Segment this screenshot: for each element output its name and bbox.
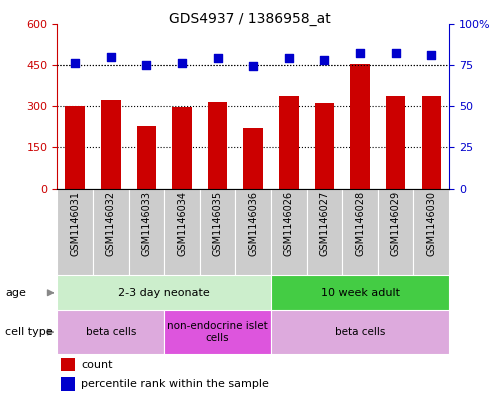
Text: GSM1146034: GSM1146034: [177, 191, 187, 256]
Bar: [129, 189, 164, 275]
Bar: [200, 189, 236, 275]
Bar: [271, 310, 449, 354]
Bar: [57, 275, 271, 310]
Text: GSM1146033: GSM1146033: [141, 191, 151, 256]
Bar: [164, 189, 200, 275]
Bar: [208, 102, 228, 189]
Point: [214, 55, 222, 61]
Text: GSM1146029: GSM1146029: [391, 191, 401, 256]
Point: [392, 50, 400, 57]
Text: beta cells: beta cells: [86, 327, 136, 337]
Text: GSM1146036: GSM1146036: [248, 191, 258, 256]
Text: count: count: [81, 360, 112, 370]
Point: [285, 55, 293, 61]
Bar: [137, 126, 156, 189]
Text: cell type: cell type: [5, 327, 52, 337]
Text: GSM1146031: GSM1146031: [70, 191, 80, 256]
Bar: [61, 377, 75, 391]
Text: percentile rank within the sample: percentile rank within the sample: [81, 379, 269, 389]
Bar: [57, 189, 93, 275]
Text: GSM1146028: GSM1146028: [355, 191, 365, 256]
Bar: [164, 310, 271, 354]
Text: GSM1146032: GSM1146032: [106, 191, 116, 256]
Text: 10 week adult: 10 week adult: [320, 288, 400, 298]
Bar: [422, 96, 441, 189]
Text: GSM1146027: GSM1146027: [319, 191, 329, 257]
Bar: [350, 64, 370, 189]
Text: age: age: [5, 288, 26, 298]
Bar: [61, 358, 75, 371]
Text: GDS4937 / 1386958_at: GDS4937 / 1386958_at: [169, 12, 330, 26]
Bar: [172, 107, 192, 189]
Bar: [414, 189, 449, 275]
Bar: [386, 96, 406, 189]
Point: [178, 60, 186, 66]
Text: GSM1146026: GSM1146026: [284, 191, 294, 256]
Bar: [271, 189, 307, 275]
Bar: [279, 95, 298, 189]
Bar: [271, 275, 449, 310]
Bar: [315, 103, 334, 189]
Text: non-endocrine islet
cells: non-endocrine islet cells: [167, 321, 268, 343]
Bar: [378, 189, 414, 275]
Point: [250, 63, 257, 70]
Text: GSM1146030: GSM1146030: [426, 191, 436, 256]
Point: [427, 52, 435, 58]
Text: GSM1146035: GSM1146035: [213, 191, 223, 256]
Bar: [342, 189, 378, 275]
Point: [356, 50, 364, 57]
Point: [107, 53, 115, 60]
Point: [142, 62, 150, 68]
Bar: [93, 189, 129, 275]
Point: [320, 57, 328, 63]
Bar: [236, 189, 271, 275]
Bar: [244, 128, 263, 189]
Bar: [307, 189, 342, 275]
Text: beta cells: beta cells: [335, 327, 385, 337]
Bar: [57, 310, 164, 354]
Point: [71, 60, 79, 66]
Bar: [101, 100, 121, 189]
Text: 2-3 day neonate: 2-3 day neonate: [118, 288, 210, 298]
Bar: [65, 106, 85, 189]
